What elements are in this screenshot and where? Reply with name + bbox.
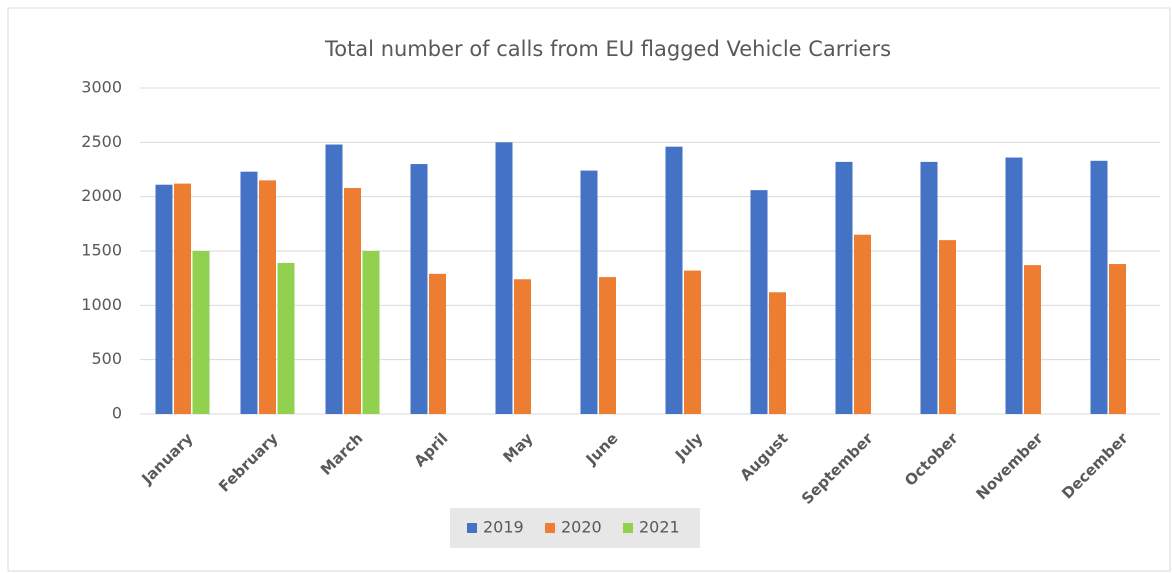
- bar: [1109, 264, 1126, 414]
- bar: [514, 279, 531, 414]
- y-tick-label: 1000: [81, 295, 122, 314]
- bar: [325, 144, 343, 415]
- bar: [1024, 265, 1041, 414]
- y-tick-label: 2500: [81, 132, 122, 151]
- legend-label: 2021: [639, 518, 680, 537]
- bar: [1090, 160, 1108, 414]
- bar: [277, 262, 295, 414]
- y-tick-label: 1500: [81, 241, 122, 260]
- y-tick-label: 0: [112, 404, 122, 423]
- legend-swatch: [545, 523, 555, 533]
- legend-label: 2020: [561, 518, 602, 537]
- bar: [769, 292, 786, 414]
- bar: [835, 161, 853, 414]
- legend-label: 2019: [483, 518, 524, 537]
- legend-box: [450, 508, 700, 548]
- bar: [155, 184, 173, 414]
- bar: [192, 251, 210, 414]
- y-tick-label: 500: [91, 349, 122, 368]
- bar: [599, 277, 616, 414]
- legend-swatch: [467, 523, 477, 533]
- bar: [240, 171, 258, 414]
- bar: [920, 161, 938, 414]
- y-tick-label: 3000: [81, 78, 122, 97]
- bar: [684, 270, 701, 414]
- bar: [495, 142, 513, 415]
- bar: [362, 251, 380, 414]
- bar: [580, 170, 598, 414]
- bar: [429, 273, 446, 414]
- bar: [259, 180, 276, 414]
- bar: [854, 234, 871, 414]
- bar: [410, 164, 428, 414]
- y-tick-label: 2000: [81, 186, 122, 205]
- bar: [1005, 157, 1023, 414]
- bar: [939, 240, 956, 414]
- chart-title: Total number of calls from EU flagged Ve…: [324, 37, 891, 61]
- bar: [174, 183, 191, 414]
- bar: [344, 187, 361, 414]
- legend-swatch: [623, 523, 633, 533]
- bar: [665, 146, 683, 414]
- bar: [750, 190, 768, 414]
